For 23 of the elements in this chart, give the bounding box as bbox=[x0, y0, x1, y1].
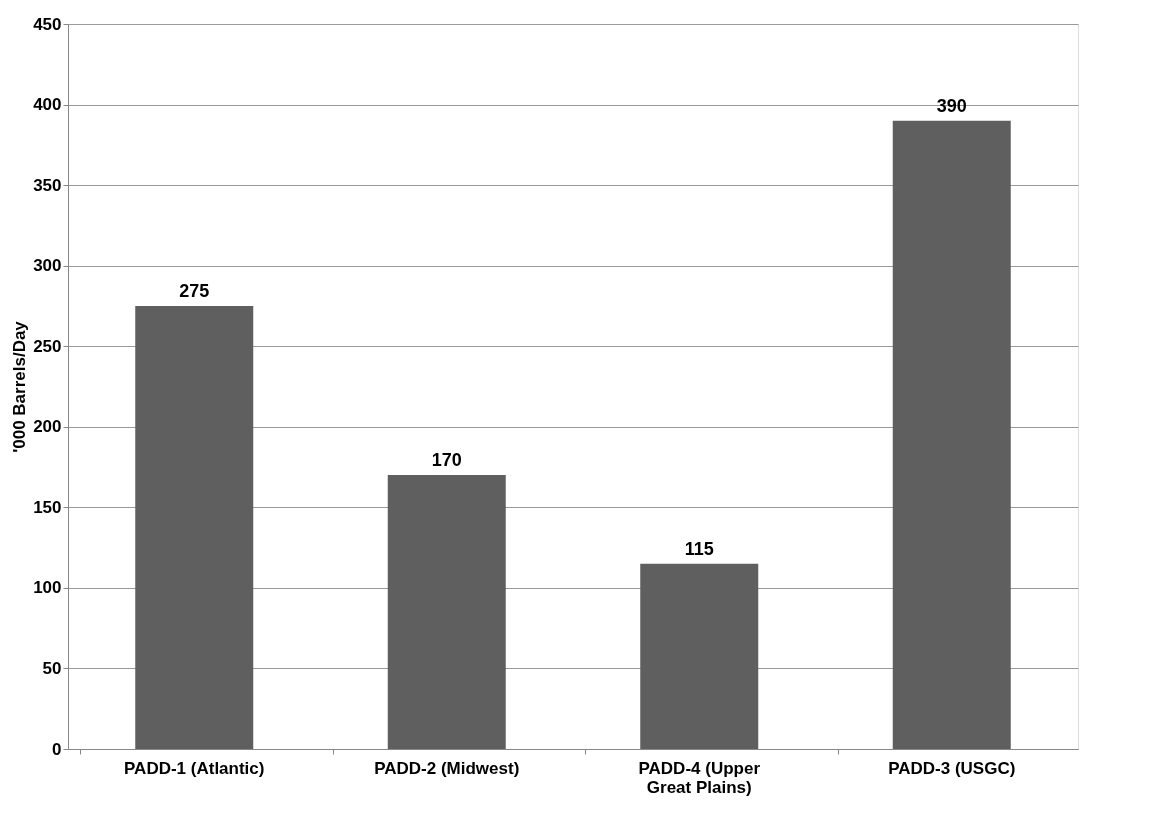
y-tick-label: 150 bbox=[33, 497, 62, 517]
y-tick-label: 100 bbox=[33, 578, 62, 598]
y-tick-label: 0 bbox=[52, 739, 62, 759]
y-axis-title: '000 Barrels/Day bbox=[10, 320, 30, 453]
data-label: 170 bbox=[431, 450, 462, 471]
x-tick-label: PADD-2 (Midwest) bbox=[374, 758, 520, 778]
y-tick-label: 50 bbox=[42, 658, 62, 678]
y-tick-label: 300 bbox=[33, 256, 62, 276]
y-tick-label: 400 bbox=[33, 95, 62, 115]
y-tick-label: 200 bbox=[33, 417, 62, 437]
bar bbox=[640, 563, 759, 749]
y-tick-label: 350 bbox=[33, 175, 62, 195]
x-tick-label: PADD-1 (Atlantic) bbox=[124, 758, 265, 778]
x-tick-label: PADD-4 (Upper Great Plains) bbox=[638, 758, 761, 797]
y-tick-label: 450 bbox=[33, 14, 62, 34]
data-label: 115 bbox=[684, 538, 714, 559]
x-tick-label: PADD-3 (USGC) bbox=[888, 758, 1016, 778]
bar bbox=[892, 120, 1011, 749]
data-label: 390 bbox=[936, 95, 967, 116]
data-label: 275 bbox=[179, 280, 210, 301]
bar bbox=[387, 475, 506, 749]
y-tick-label: 250 bbox=[33, 336, 62, 356]
bar bbox=[135, 305, 254, 749]
